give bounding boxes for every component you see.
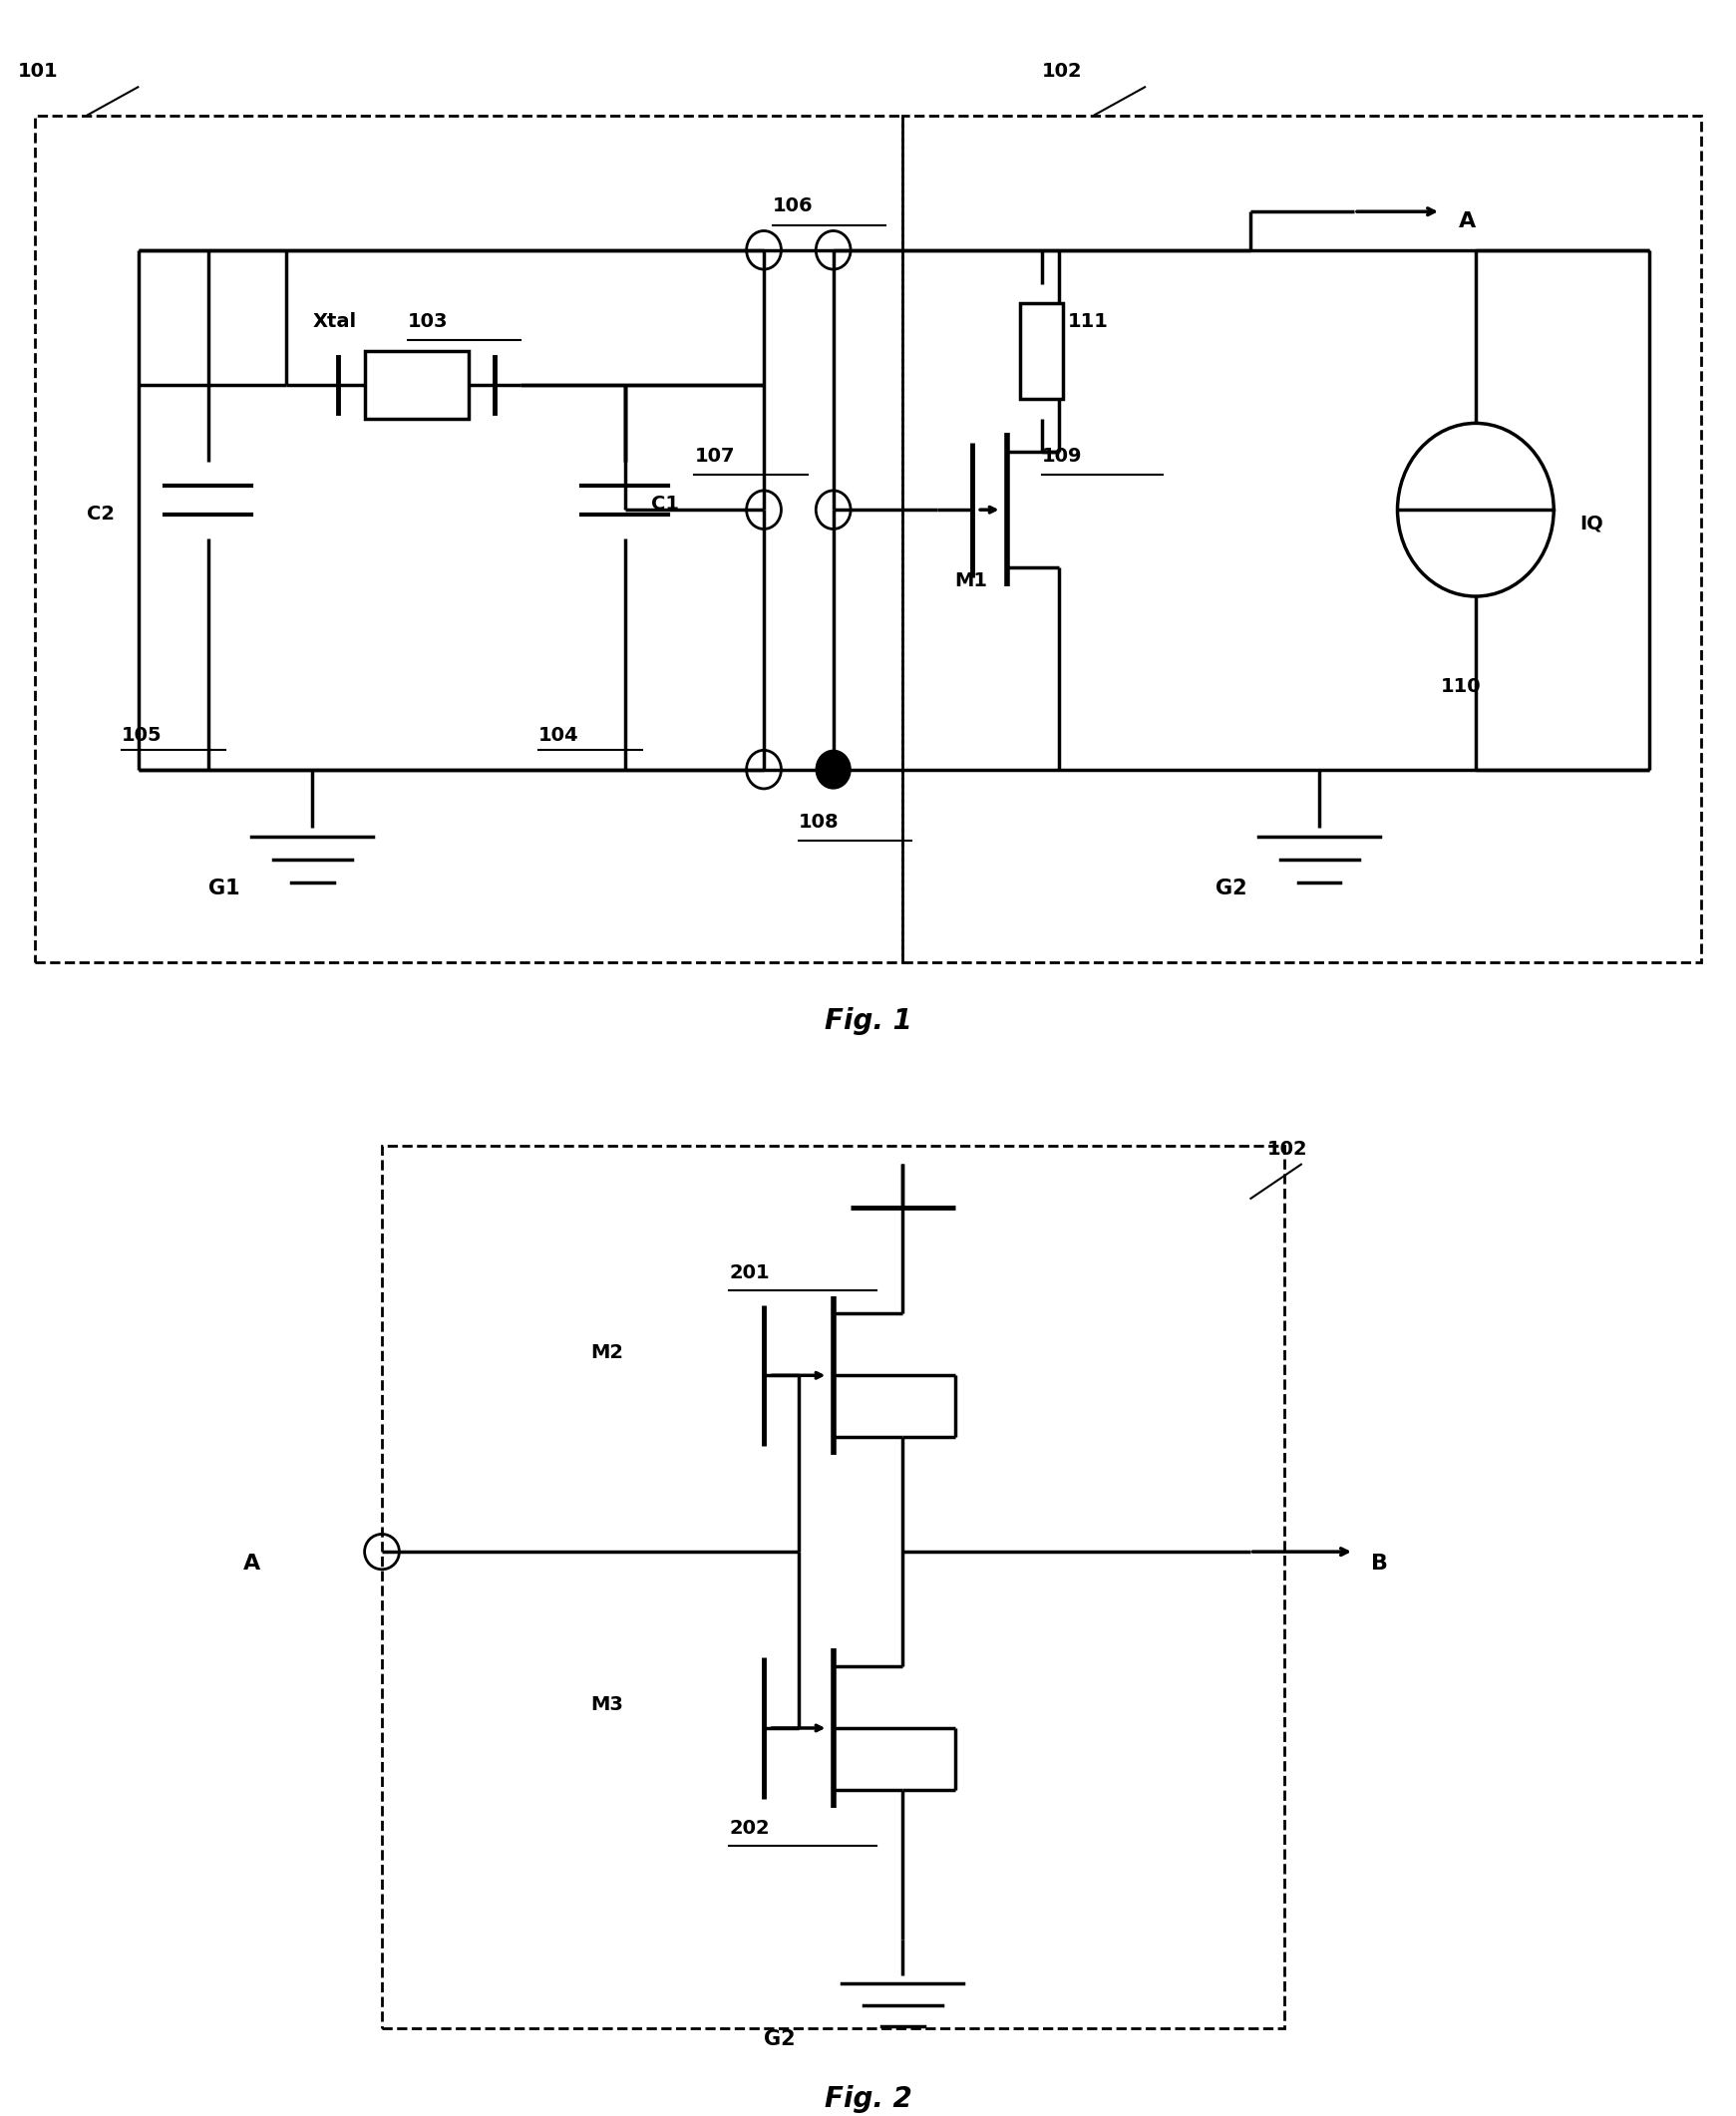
Text: 108: 108 xyxy=(799,813,838,832)
Bar xyxy=(365,351,469,419)
Text: 110: 110 xyxy=(1441,677,1481,696)
Text: 105: 105 xyxy=(122,726,161,745)
Text: G2: G2 xyxy=(764,2029,795,2050)
Text: A: A xyxy=(243,1553,260,1574)
Text: M1: M1 xyxy=(955,571,988,590)
Text: 107: 107 xyxy=(694,446,734,466)
Text: IQ: IQ xyxy=(1580,514,1604,533)
Text: Fig. 1: Fig. 1 xyxy=(825,1007,911,1035)
Text: 103: 103 xyxy=(408,311,448,330)
Text: 202: 202 xyxy=(729,1820,769,1839)
Text: 111: 111 xyxy=(1068,311,1108,330)
Text: 101: 101 xyxy=(17,61,57,80)
Text: 102: 102 xyxy=(1042,61,1082,80)
Text: 106: 106 xyxy=(773,197,812,216)
Bar xyxy=(1021,303,1062,400)
Text: M2: M2 xyxy=(590,1344,623,1363)
Text: 109: 109 xyxy=(1042,446,1082,466)
Text: A: A xyxy=(1458,212,1476,231)
Text: C2: C2 xyxy=(87,504,115,523)
Text: 102: 102 xyxy=(1267,1141,1307,1160)
Circle shape xyxy=(816,751,851,789)
Text: M3: M3 xyxy=(590,1695,623,1714)
Text: B: B xyxy=(1371,1553,1389,1574)
Text: Xtal: Xtal xyxy=(312,311,356,330)
Text: Fig. 2: Fig. 2 xyxy=(825,2084,911,2114)
Text: G1: G1 xyxy=(208,878,240,899)
Text: 104: 104 xyxy=(538,726,578,745)
Text: 201: 201 xyxy=(729,1263,769,1282)
Text: C1: C1 xyxy=(651,495,679,514)
Text: G2: G2 xyxy=(1215,878,1246,899)
